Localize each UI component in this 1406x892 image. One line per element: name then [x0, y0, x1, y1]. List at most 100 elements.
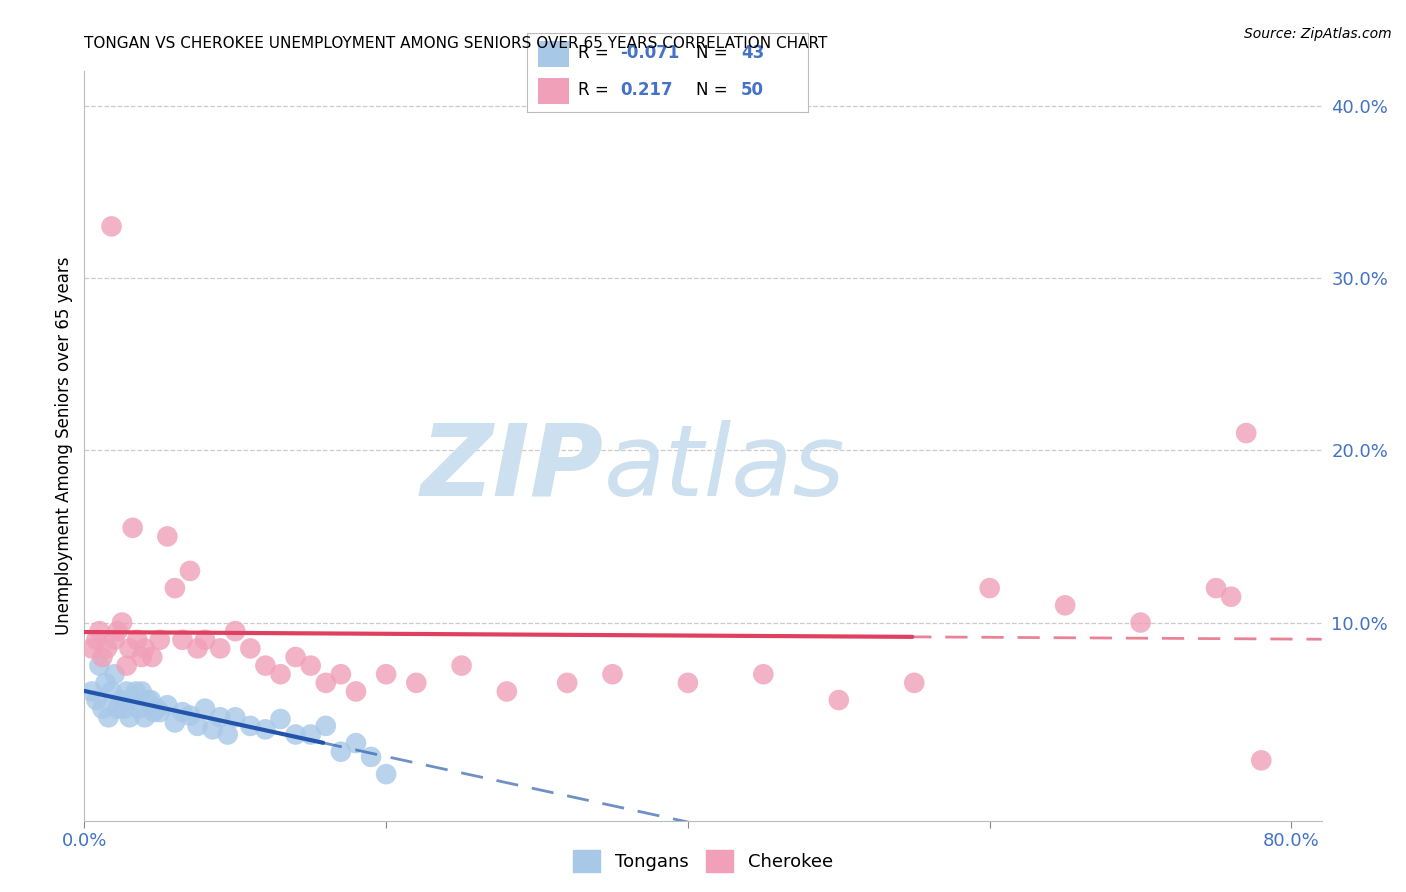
Point: [172, 632, 194, 647]
Point: [676, 676, 699, 690]
Point: [270, 712, 292, 726]
Point: [134, 641, 156, 656]
Point: [149, 632, 172, 647]
Point: [1054, 599, 1077, 613]
Point: [142, 705, 165, 719]
Point: [828, 693, 851, 707]
Point: [270, 667, 292, 681]
Point: [89, 624, 111, 639]
Point: [239, 641, 262, 656]
Point: [186, 641, 208, 656]
Point: [555, 676, 578, 690]
Point: [375, 667, 398, 681]
Text: atlas: atlas: [605, 420, 845, 517]
Point: [146, 701, 169, 715]
Point: [115, 658, 138, 673]
Point: [163, 581, 186, 595]
Point: [752, 667, 775, 681]
Point: [112, 701, 135, 715]
Text: -0.071: -0.071: [620, 45, 679, 62]
Point: [209, 641, 232, 656]
Point: [344, 736, 367, 750]
Point: [299, 727, 322, 741]
Point: [121, 521, 143, 535]
Text: 50: 50: [741, 81, 763, 99]
Point: [149, 705, 172, 719]
Point: [100, 219, 122, 234]
Point: [602, 667, 624, 681]
Point: [172, 705, 194, 719]
Point: [315, 676, 337, 690]
Point: [97, 710, 120, 724]
Point: [344, 684, 367, 698]
Point: [94, 676, 117, 690]
Point: [179, 564, 201, 578]
Point: [224, 710, 246, 724]
Point: [1205, 581, 1227, 595]
Point: [80, 641, 103, 656]
Legend: Tongans, Cherokee: Tongans, Cherokee: [565, 843, 841, 879]
Point: [254, 658, 277, 673]
Point: [131, 684, 153, 698]
Point: [128, 701, 150, 715]
Point: [136, 693, 159, 707]
Point: [100, 684, 122, 698]
Text: TONGAN VS CHEROKEE UNEMPLOYMENT AMONG SENIORS OVER 65 YEARS CORRELATION CHART: TONGAN VS CHEROKEE UNEMPLOYMENT AMONG SE…: [84, 36, 828, 51]
Point: [284, 650, 307, 665]
Point: [110, 693, 132, 707]
Text: R =: R =: [578, 81, 614, 99]
Point: [134, 710, 156, 724]
Point: [163, 715, 186, 730]
Point: [979, 581, 1001, 595]
Text: R =: R =: [578, 45, 614, 62]
Point: [127, 632, 149, 647]
Point: [103, 667, 125, 681]
Point: [194, 632, 217, 647]
Point: [111, 615, 134, 630]
Text: N =: N =: [696, 81, 733, 99]
Text: ZIP: ZIP: [420, 420, 605, 517]
Point: [141, 650, 163, 665]
Point: [121, 693, 143, 707]
Point: [201, 723, 224, 737]
Point: [299, 658, 322, 673]
Point: [91, 650, 114, 665]
Point: [360, 750, 382, 764]
Point: [103, 632, 125, 647]
Point: [139, 693, 162, 707]
Point: [118, 641, 141, 656]
Point: [186, 719, 208, 733]
Y-axis label: Unemployment Among Seniors over 65 years: Unemployment Among Seniors over 65 years: [55, 257, 73, 635]
Point: [179, 708, 201, 723]
Point: [91, 701, 114, 715]
Point: [1234, 426, 1257, 441]
Point: [115, 684, 138, 698]
Point: [131, 650, 153, 665]
Point: [375, 767, 398, 781]
Point: [1250, 753, 1272, 767]
Point: [89, 658, 111, 673]
Point: [405, 676, 427, 690]
Point: [209, 710, 232, 724]
Bar: [538, 41, 569, 67]
Point: [254, 723, 277, 737]
Point: [329, 667, 352, 681]
Point: [903, 676, 925, 690]
Point: [107, 624, 129, 639]
Text: N =: N =: [696, 45, 733, 62]
Text: 0.217: 0.217: [620, 81, 672, 99]
Point: [96, 641, 118, 656]
Point: [86, 632, 108, 647]
Point: [329, 745, 352, 759]
Point: [495, 684, 517, 698]
Point: [107, 701, 129, 715]
Point: [1129, 615, 1152, 630]
Point: [124, 684, 146, 698]
Point: [239, 719, 262, 733]
Text: 43: 43: [741, 45, 765, 62]
Bar: [538, 78, 569, 103]
Point: [118, 710, 141, 724]
Point: [86, 693, 108, 707]
Point: [217, 727, 239, 741]
Point: [1220, 590, 1243, 604]
